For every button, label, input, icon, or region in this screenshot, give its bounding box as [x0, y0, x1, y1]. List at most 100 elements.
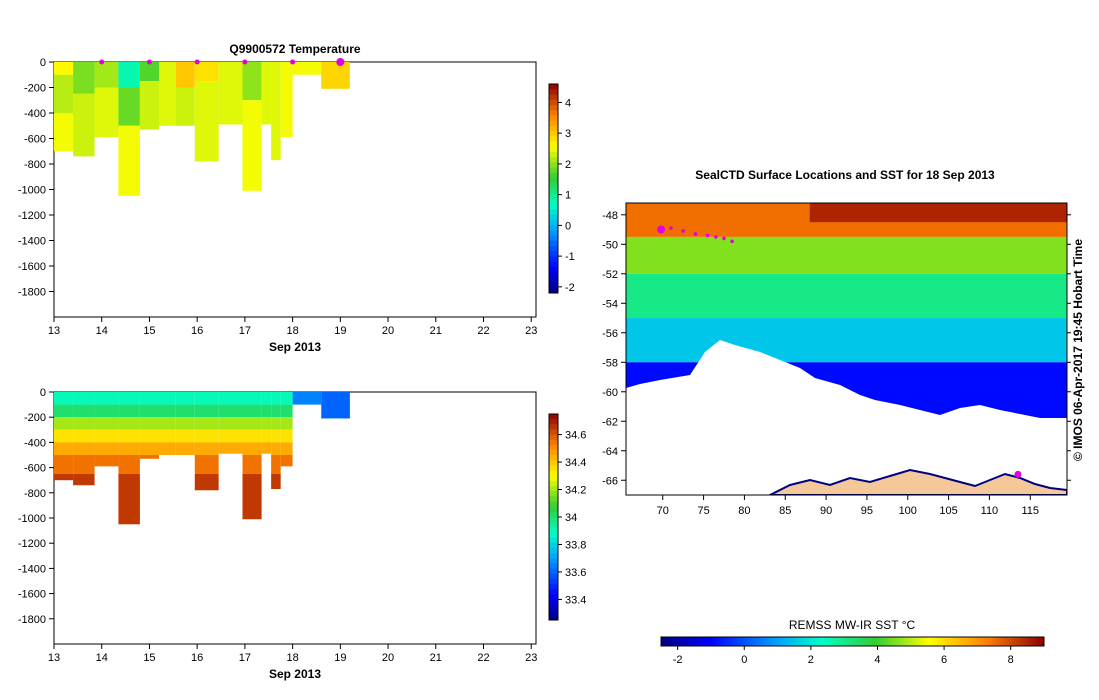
colorbar-segment-21 — [549, 522, 558, 528]
profile-7-layer-6 — [194, 473, 219, 491]
y-tick-label-9: -1800 — [18, 287, 46, 299]
profile-0-layer-1 — [54, 74, 74, 113]
y-tick-label-8: -1600 — [18, 261, 46, 273]
profile-1-layer-0 — [73, 392, 95, 405]
colorbar-segment-3 — [549, 429, 558, 436]
x-tick-label-6: 19 — [334, 652, 346, 664]
colorbar-segment-19 — [549, 511, 558, 518]
profile-6-layer-2 — [175, 417, 195, 430]
colorbar-tick-label-3: 1 — [565, 190, 571, 202]
profile-6-layer-4 — [175, 442, 195, 455]
profile-1-layer-1 — [73, 404, 95, 418]
x-tick-label-9: 22 — [477, 652, 489, 664]
profile-12-layer-0 — [280, 62, 293, 138]
colorbar-segment-4 — [549, 434, 558, 441]
map-x-tick-label-9: 115 — [1021, 505, 1039, 517]
profile-7-layer-1 — [194, 404, 219, 418]
track-point-0 — [657, 225, 666, 234]
colorbar-tick-label-4: 0 — [565, 220, 571, 232]
colorbar-tick-label-5: 33.6 — [565, 567, 586, 579]
x-tick-label-1: 14 — [96, 652, 108, 664]
y-tick-label-2: -400 — [24, 108, 46, 120]
profile-3-layer-2 — [118, 417, 140, 430]
profile-9-layer-2 — [242, 417, 262, 430]
colorbar-segment-5 — [549, 439, 558, 446]
colorbar-tick-label-4: 33.8 — [565, 539, 586, 551]
map-x-tick-label-4: 90 — [820, 505, 832, 517]
profile-8-layer-0 — [218, 62, 243, 125]
profile-9-layer-1 — [242, 404, 262, 418]
temperature-panel: 0-200-400-600-800-1000-1200-1400-1600-18… — [18, 42, 575, 354]
profile-4-layer-0 — [139, 392, 159, 405]
profile-5-layer-0 — [158, 62, 176, 126]
x-tick-label-5: 18 — [286, 652, 298, 664]
profile-9-layer-3 — [242, 429, 262, 443]
x-tick-label-7: 20 — [382, 652, 394, 664]
colorbar-tick-label-5: -1 — [565, 251, 575, 263]
colorbar-frame — [548, 83, 559, 294]
y-tick-label-6: -1200 — [18, 538, 46, 550]
map-copyright-stamp: © IMOS 06-Apr-2017 19:45 Hobart Time — [1071, 239, 1085, 461]
colorbar-segment-38 — [549, 609, 558, 616]
colorbar-segment-23 — [549, 204, 558, 210]
profile-9-layer-1 — [242, 100, 262, 191]
profile-0-layer-1 — [54, 404, 74, 418]
colorbar-segment-6 — [549, 115, 558, 122]
profile-10-layer-4 — [261, 442, 272, 454]
x-tick-label-6: 19 — [334, 325, 346, 337]
colorbar-segment-24 — [549, 209, 558, 216]
colorbar-segment-7 — [549, 120, 558, 127]
profile-4-layer-3 — [139, 429, 159, 443]
y-tick-label-8: -1600 — [18, 589, 46, 601]
map-x-tick-label-2: 80 — [738, 505, 750, 517]
colorbar-segment-25 — [549, 542, 558, 549]
colorbar-segment-23 — [549, 532, 558, 539]
y-tick-label-4: -800 — [24, 159, 46, 171]
colorbar-tick-label-2: 34.2 — [565, 485, 586, 497]
track-point-7 — [730, 239, 734, 244]
colorbar-segment-15 — [549, 162, 558, 169]
map-x-tick-label-0: 70 — [657, 505, 669, 517]
y-tick-label-2: -400 — [24, 437, 46, 449]
x-tick-label-3: 16 — [191, 652, 203, 664]
x-tick-label-2: 15 — [143, 652, 155, 664]
colorbar-segment-18 — [549, 506, 558, 513]
profile-marker-1 — [146, 59, 152, 65]
colorbar-segment-38 — [549, 282, 558, 289]
map-colorbar-label: REMSS MW-IR SST °C — [789, 618, 916, 632]
track-point-2 — [681, 229, 685, 233]
map-y-tick-label-5: -58 — [602, 357, 618, 369]
colorbar-segment-7 — [549, 450, 558, 456]
colorbar-tick-label-0: 34.6 — [565, 430, 586, 442]
profile-7-layer-4 — [194, 442, 219, 455]
x-tick-label-1: 14 — [96, 325, 108, 337]
track-point-6 — [722, 236, 726, 241]
x-tick-label-7: 20 — [382, 325, 394, 337]
colorbar-segment-8 — [549, 455, 558, 461]
track-point-5 — [714, 235, 718, 239]
sst-map-panel: SealCTD Surface Locations and SST for 18… — [602, 168, 1085, 666]
x-tick-label-9: 22 — [477, 325, 489, 337]
profile-3-layer-0 — [118, 62, 140, 88]
map-y-tick-label-7: -62 — [602, 416, 618, 428]
y-tick-label-3: -600 — [24, 463, 46, 475]
profile-12-layer-0 — [280, 392, 293, 405]
profile-marker-5 — [336, 58, 345, 66]
profile-1-layer-3 — [73, 429, 95, 443]
profile-13-layer-0 — [292, 62, 322, 75]
colorbar-tick-label-0: 4 — [565, 97, 571, 109]
colorbar-segment-16 — [549, 167, 558, 174]
profile-7-layer-5 — [194, 455, 219, 474]
profile-8-layer-0 — [218, 392, 243, 405]
colorbar-segment-12 — [549, 146, 558, 153]
profile-0-layer-0 — [54, 62, 74, 75]
map-x-tick-label-1: 75 — [697, 505, 709, 517]
x-tick-label-4: 17 — [239, 652, 251, 664]
colorbar-segment-0 — [549, 84, 558, 90]
profile-5-layer-2 — [158, 417, 176, 430]
y-tick-label-9: -1800 — [18, 614, 46, 626]
colorbar-segment-4 — [549, 104, 558, 111]
sst-colorbar — [660, 636, 1045, 647]
colorbar-segment-35 — [549, 266, 558, 273]
profile-13-layer-0 — [292, 392, 322, 405]
